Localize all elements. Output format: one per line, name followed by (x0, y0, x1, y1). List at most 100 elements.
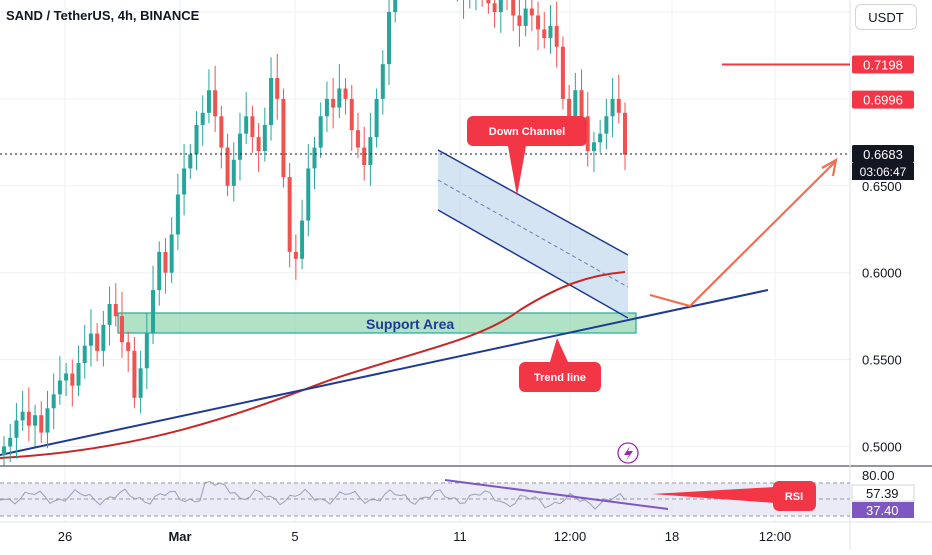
candle-body (498, 0, 503, 12)
support-area-label: Support Area (366, 316, 454, 332)
candle-body (579, 90, 584, 117)
candle-body (560, 46, 565, 99)
down-channel-mid (437, 179, 629, 288)
rsi-ma-tag (852, 502, 914, 518)
candle-body (374, 98, 379, 138)
down-channel-lower (437, 209, 629, 319)
candle-body (393, 0, 398, 12)
candle-body (51, 394, 56, 409)
candle-body (262, 124, 267, 152)
candle-body (293, 251, 298, 259)
candle-body (26, 411, 31, 426)
candle-body (138, 368, 143, 398)
candle-body (113, 303, 118, 317)
candle-body (511, 0, 516, 16)
y-tick-label: 0.6000 (862, 266, 902, 281)
rsi-callout-label: RSI (785, 491, 803, 503)
candle-body (623, 112, 627, 155)
candle-body (182, 168, 187, 195)
candle-body (318, 116, 323, 148)
rsi-callout-box (773, 481, 816, 511)
candle-body (343, 88, 348, 99)
candle-body (33, 415, 38, 426)
candle-body (349, 98, 354, 131)
candle-body (132, 350, 137, 398)
candle-body (542, 29, 547, 39)
projection-arrow-head (821, 157, 838, 177)
candle-body (610, 98, 615, 117)
candle-body (492, 3, 497, 13)
projection-arrow (649, 161, 836, 308)
price-tag-ma (852, 90, 914, 109)
candle-body (57, 380, 62, 395)
candle-body (107, 303, 112, 325)
rsi-tick-label: 80.00 (862, 468, 895, 483)
candle-body (64, 373, 69, 381)
price-tag-label: 0.7198 (863, 57, 903, 72)
y-tick-label: 0.6500 (862, 179, 902, 194)
candle-body (362, 147, 367, 165)
countdown-label: 03:06:47 (860, 165, 907, 179)
candle-body (119, 316, 124, 343)
trend-line-callout-label: Trend line (534, 372, 586, 384)
candle-body (517, 15, 522, 26)
candle-body (355, 130, 360, 148)
candle-body (213, 90, 218, 117)
candle-body (101, 324, 106, 351)
candle-body (169, 234, 174, 273)
down-channel-callout: Down Channel (467, 116, 587, 196)
down-channel-upper (437, 149, 629, 256)
chart-title: SAND / TetherUS, 4h, BINANCE (6, 8, 200, 23)
down-channel-callout-box (467, 116, 587, 146)
x-tick-label: 26 (58, 529, 72, 544)
candle-body (256, 137, 261, 152)
x-tick-label: 12:00 (554, 529, 587, 544)
candle-body (281, 98, 286, 178)
trend-line (0, 289, 769, 456)
candle-body (529, 8, 534, 16)
candle-body (548, 25, 553, 39)
candle-body (573, 90, 578, 117)
rsi-value-label: 57.39 (866, 486, 899, 501)
candle-body (536, 15, 541, 30)
candle-body (567, 98, 572, 117)
lightning-glyph (624, 446, 633, 461)
candle-body (331, 98, 336, 108)
candle-body (39, 415, 44, 433)
candle-body (244, 116, 249, 134)
y-tick-label: 0.5000 (862, 440, 902, 455)
price-tag-last (852, 144, 914, 163)
candle-body (206, 90, 211, 113)
candle-body (88, 333, 93, 346)
candle-body (486, 0, 491, 4)
x-tick-label: 18 (665, 529, 679, 544)
candle-body (237, 133, 242, 160)
down-channel-fill (438, 150, 628, 318)
trend-line-callout-box (519, 362, 601, 392)
candle-body (76, 363, 81, 386)
candle-body (144, 333, 149, 369)
rsi-callout-pointer (652, 487, 775, 503)
candle-body (225, 147, 230, 186)
candle-body (45, 408, 50, 433)
candle-body (95, 333, 100, 351)
price-tag-target (852, 55, 914, 74)
price-tag-label: 0.6683 (863, 147, 903, 162)
candle-body (523, 8, 528, 26)
x-tick-label: 12:00 (759, 529, 792, 544)
candle-body (275, 78, 280, 99)
candle-body (8, 437, 13, 447)
candle-body (287, 177, 292, 252)
candle-body (250, 116, 255, 138)
rsi-line (0, 481, 626, 510)
candle-body (200, 112, 205, 125)
candle-body (300, 220, 305, 259)
candle-body (126, 342, 131, 351)
currency-button[interactable]: USDT (855, 4, 917, 30)
candle-body (604, 116, 609, 134)
x-tick-label: 11 (453, 529, 467, 544)
candle-body (306, 168, 311, 221)
rsi-value-tag (851, 484, 915, 502)
candle-body (194, 124, 199, 155)
